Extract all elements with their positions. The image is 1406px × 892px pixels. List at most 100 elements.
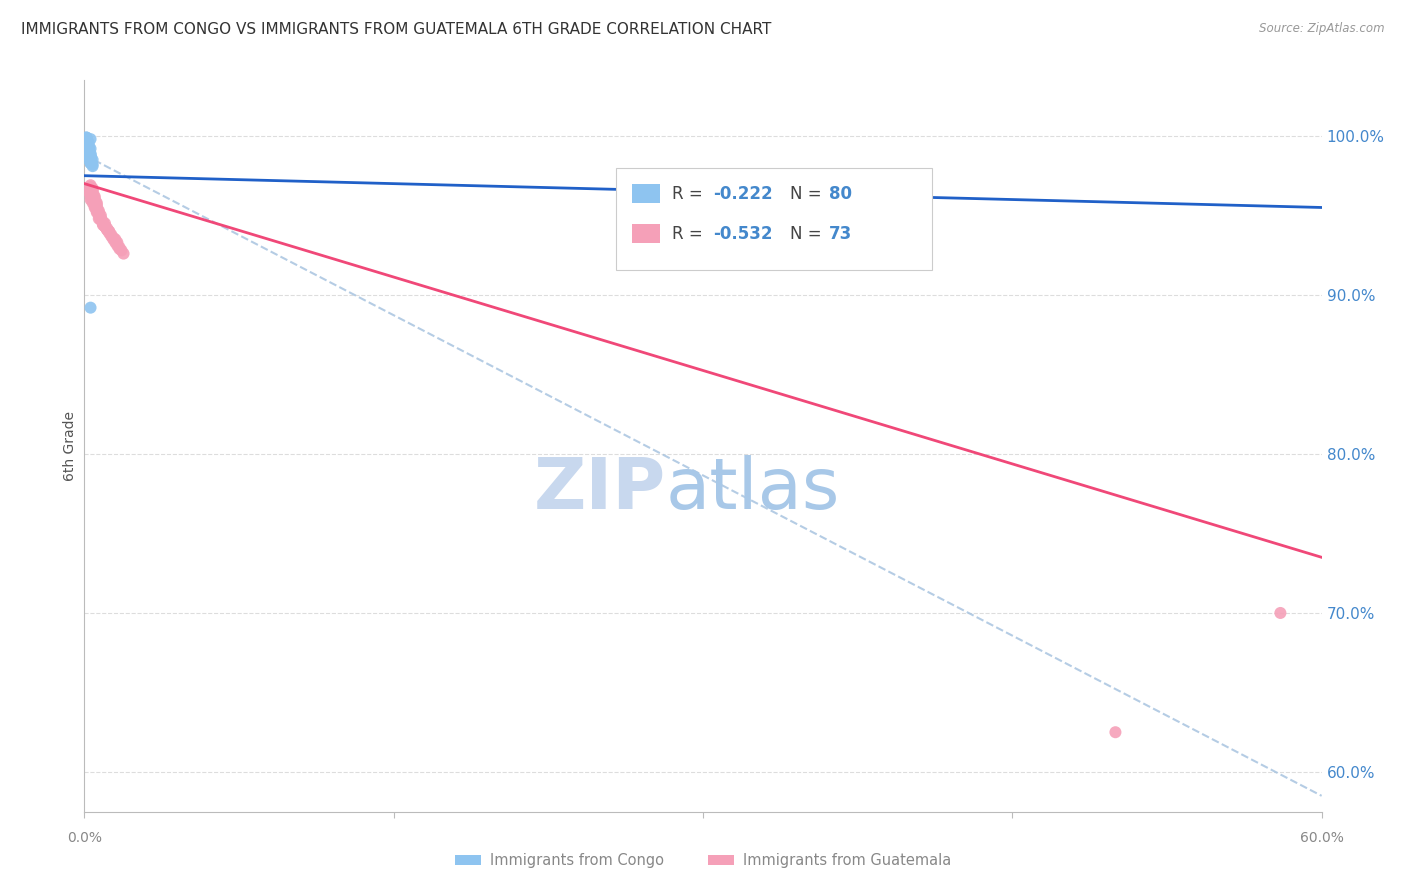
Point — [77, 148, 100, 162]
Point — [94, 219, 117, 234]
Point — [77, 145, 100, 159]
Point — [82, 157, 104, 171]
Point — [77, 136, 100, 151]
Point — [75, 134, 97, 148]
Point — [87, 209, 110, 223]
Point — [79, 148, 101, 162]
Point — [75, 130, 97, 145]
Point — [1104, 725, 1126, 739]
Point — [75, 134, 97, 148]
Point — [98, 226, 121, 240]
Point — [75, 136, 97, 150]
Point — [79, 156, 101, 170]
Point — [100, 229, 122, 244]
Point — [108, 242, 131, 256]
Point — [75, 140, 97, 154]
Point — [91, 216, 114, 230]
Point — [82, 159, 104, 173]
Point — [77, 143, 100, 157]
Point — [79, 154, 101, 169]
Point — [75, 138, 97, 153]
Point — [105, 235, 128, 250]
Point — [77, 142, 100, 156]
Point — [79, 181, 101, 195]
Point — [86, 197, 108, 211]
Point — [75, 140, 97, 154]
Point — [77, 145, 100, 159]
Point — [75, 140, 97, 154]
Legend: Immigrants from Congo, Immigrants from Guatemala: Immigrants from Congo, Immigrants from G… — [449, 847, 957, 874]
Point — [77, 142, 100, 156]
Point — [75, 138, 97, 153]
Point — [77, 148, 100, 162]
Point — [75, 132, 97, 146]
Point — [86, 202, 108, 216]
Text: N =: N = — [790, 185, 827, 202]
Point — [79, 148, 101, 162]
Point — [77, 140, 100, 154]
FancyBboxPatch shape — [633, 184, 659, 203]
Point — [91, 215, 114, 229]
Point — [75, 134, 97, 148]
Point — [79, 151, 101, 165]
Point — [75, 136, 97, 151]
Point — [79, 189, 101, 203]
Point — [90, 209, 112, 223]
Point — [79, 132, 101, 146]
Point — [96, 223, 118, 237]
Point — [79, 156, 101, 170]
Point — [103, 232, 125, 246]
Point — [77, 146, 100, 161]
Point — [77, 146, 100, 161]
Point — [77, 145, 100, 159]
Point — [87, 211, 110, 226]
Point — [75, 136, 97, 151]
Point — [87, 205, 110, 219]
Point — [77, 145, 100, 159]
FancyBboxPatch shape — [633, 225, 659, 244]
Point — [75, 130, 97, 145]
Point — [77, 148, 100, 162]
Point — [82, 193, 104, 207]
Point — [90, 211, 112, 226]
Point — [103, 230, 125, 244]
Point — [75, 134, 97, 148]
Point — [90, 211, 112, 226]
Point — [82, 187, 104, 202]
Text: IMMIGRANTS FROM CONGO VS IMMIGRANTS FROM GUATEMALA 6TH GRADE CORRELATION CHART: IMMIGRANTS FROM CONGO VS IMMIGRANTS FROM… — [21, 22, 772, 37]
Point — [77, 146, 100, 161]
Point — [79, 156, 101, 170]
Point — [83, 195, 105, 210]
Point — [98, 224, 121, 238]
Point — [79, 193, 101, 207]
Point — [75, 134, 97, 148]
Point — [90, 211, 112, 226]
Point — [79, 301, 101, 315]
Point — [98, 224, 121, 238]
Point — [86, 199, 108, 213]
Point — [104, 235, 127, 250]
Point — [79, 186, 101, 201]
Point — [1270, 606, 1292, 620]
Point — [96, 223, 118, 237]
Point — [100, 227, 122, 242]
Point — [75, 132, 97, 146]
Point — [86, 195, 108, 210]
Point — [77, 143, 100, 157]
Point — [91, 216, 114, 230]
Point — [87, 203, 110, 218]
Point — [77, 150, 100, 164]
Point — [77, 138, 100, 153]
Point — [79, 146, 101, 161]
Text: R =: R = — [672, 225, 709, 243]
Point — [79, 154, 101, 169]
Point — [77, 148, 100, 162]
Text: 73: 73 — [830, 225, 852, 243]
Point — [79, 153, 101, 167]
Text: R =: R = — [672, 185, 709, 202]
Point — [86, 201, 108, 215]
Point — [77, 143, 100, 157]
Point — [79, 153, 101, 167]
Text: N =: N = — [790, 225, 827, 243]
Point — [75, 136, 97, 150]
